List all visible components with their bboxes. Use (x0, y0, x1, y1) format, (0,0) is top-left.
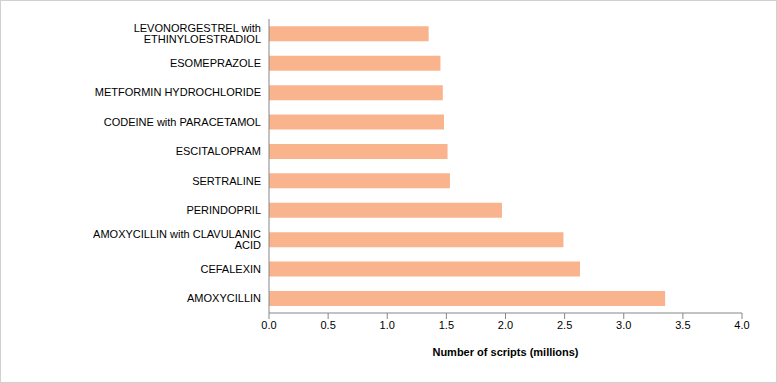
svg-text:AMOXYCILLIN: AMOXYCILLIN (187, 292, 261, 304)
svg-text:2.0: 2.0 (498, 319, 513, 331)
svg-text:3.5: 3.5 (675, 319, 690, 331)
svg-text:0.0: 0.0 (261, 319, 276, 331)
svg-text:0.5: 0.5 (320, 319, 335, 331)
svg-text:Number of scripts (millions): Number of scripts (millions) (432, 346, 578, 358)
svg-text:1.0: 1.0 (380, 319, 395, 331)
svg-text:AMOXYCILLIN with CLAVULANICACI: AMOXYCILLIN with CLAVULANICACID (93, 228, 261, 251)
svg-text:SERTRALINE: SERTRALINE (192, 175, 261, 187)
svg-text:1.5: 1.5 (439, 319, 454, 331)
svg-text:CEFALEXIN: CEFALEXIN (200, 263, 261, 275)
svg-text:ESOMEPRAZOLE: ESOMEPRAZOLE (170, 57, 261, 69)
svg-text:CODEINE with PARACETAMOL: CODEINE with PARACETAMOL (104, 116, 261, 128)
svg-text:ESCITALOPRAM: ESCITALOPRAM (176, 145, 261, 157)
svg-text:3.0: 3.0 (616, 319, 631, 331)
svg-text:2.5: 2.5 (557, 319, 572, 331)
svg-text:METFORMIN HYDROCHLORIDE: METFORMIN HYDROCHLORIDE (95, 86, 261, 98)
svg-text:PERINDOPRIL: PERINDOPRIL (186, 204, 261, 216)
svg-text:4.0: 4.0 (734, 319, 749, 331)
svg-text:LEVONORGESTREL withETHINYLOEST: LEVONORGESTREL withETHINYLOESTRADIOL (134, 22, 261, 45)
